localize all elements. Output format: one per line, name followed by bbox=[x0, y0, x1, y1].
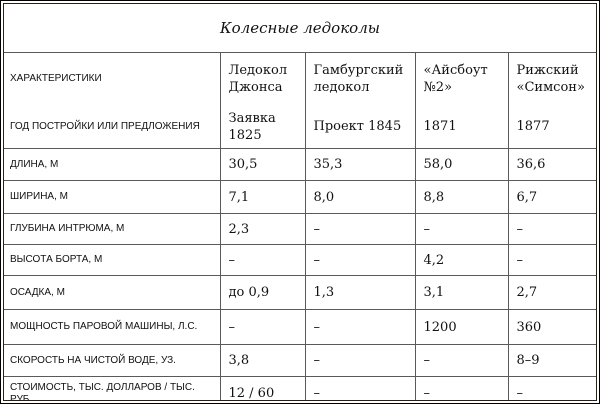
table-cell: – bbox=[304, 213, 416, 245]
table-cell: – bbox=[304, 376, 416, 400]
column-header: Гамбургский ледокол bbox=[304, 52, 416, 105]
row-label: ВЫСОТА БОРТА, М bbox=[4, 244, 221, 276]
table-cell: 1,3 bbox=[304, 275, 416, 310]
table-cell: 30,5 bbox=[219, 148, 306, 181]
table-cell: 8–9 bbox=[507, 344, 596, 377]
table-row: ДЛИНА, М 30,5 35,3 58,0 36,6 bbox=[4, 148, 596, 181]
row-label: ГЛУБИНА ИНТРЮМА, М bbox=[4, 213, 221, 245]
table-cell: – bbox=[507, 244, 596, 276]
table-cell: – bbox=[414, 213, 509, 245]
table-cell: – bbox=[304, 244, 416, 276]
row-label: ДЛИНА, М bbox=[4, 148, 221, 181]
table-cell: – bbox=[414, 344, 509, 377]
table-cell: 8,0 bbox=[304, 180, 416, 214]
table-cell: 1871 bbox=[414, 105, 509, 149]
table-cell: до 0,9 bbox=[219, 275, 306, 310]
table-cell: – bbox=[507, 376, 596, 400]
column-header: ХАРАКТЕРИСТИКИ bbox=[4, 52, 221, 105]
table-cell: 2,7 bbox=[507, 275, 596, 310]
header-row: ХАРАКТЕРИСТИКИ Ледокол Джонса Гамбургски… bbox=[4, 52, 596, 105]
table-row: ГОД ПОСТРОЙКИ ИЛИ ПРЕДЛОЖЕНИЯ Заявка 1825… bbox=[4, 105, 596, 149]
table-row: ШИРИНА, М 7,1 8,0 8,8 6,7 bbox=[4, 180, 596, 214]
icebreakers-table: Колесные ледоколы ХАРАКТЕРИСТИКИ Ледокол… bbox=[4, 4, 596, 400]
table-cell: 35,3 bbox=[304, 148, 416, 181]
table-cell: – bbox=[414, 376, 509, 400]
table-row: СКОРОСТЬ НА ЧИСТОЙ ВОДЕ, УЗ. 3,8– –8–9 bbox=[4, 344, 596, 377]
table-cell: – bbox=[219, 309, 306, 345]
table-row: МОЩНОСТЬ ПАРОВОЙ МАШИНЫ, Л.С. – –1200 360 bbox=[4, 309, 596, 345]
table-cell: 7,1 bbox=[219, 180, 306, 214]
table-cell: 4,2 bbox=[414, 244, 509, 276]
table-cell: – bbox=[507, 213, 596, 245]
table-cell: 36,6 bbox=[507, 148, 596, 181]
table-cell: 3,1 bbox=[414, 275, 509, 310]
table-cell: 360 bbox=[507, 309, 596, 345]
table-cell: Заявка 1825 bbox=[219, 105, 306, 149]
table-cell: – bbox=[304, 309, 416, 345]
column-header: Ледокол Джонса bbox=[219, 52, 306, 105]
table-row: СТОИМОСТЬ, ТЫС. ДОЛЛАРОВ / ТЫС. РУБ. 12 /… bbox=[4, 376, 596, 400]
table-cell: – bbox=[219, 244, 306, 276]
table-cell: Проект 1845 bbox=[304, 105, 416, 149]
title-row: Колесные ледоколы bbox=[4, 4, 596, 53]
row-label: ШИРИНА, М bbox=[4, 180, 221, 214]
table-cell: 2,3 bbox=[219, 213, 306, 245]
table-cell: 12 / 60 bbox=[219, 376, 306, 400]
column-header: Рижский «Симсон» bbox=[507, 52, 596, 105]
table-cell: 8,8 bbox=[414, 180, 509, 214]
table-cell: 1200 bbox=[414, 309, 509, 345]
table-row: ГЛУБИНА ИНТРЮМА, М 2,3– – – bbox=[4, 213, 596, 245]
table-cell: 1877 bbox=[507, 105, 596, 149]
row-label: СКОРОСТЬ НА ЧИСТОЙ ВОДЕ, УЗ. bbox=[4, 344, 221, 377]
table-row: ВЫСОТА БОРТА, М – –4,2– bbox=[4, 244, 596, 276]
row-label: ОСАДКА, М bbox=[4, 275, 221, 310]
table-cell: 58,0 bbox=[414, 148, 509, 181]
row-label: МОЩНОСТЬ ПАРОВОЙ МАШИНЫ, Л.С. bbox=[4, 309, 221, 345]
table-cell: – bbox=[304, 344, 416, 377]
row-label: ГОД ПОСТРОЙКИ ИЛИ ПРЕДЛОЖЕНИЯ bbox=[4, 105, 221, 149]
column-header: «Айсбоут №2» bbox=[414, 52, 509, 105]
table-title: Колесные ледоколы bbox=[4, 4, 596, 53]
table-cell: 6,7 bbox=[507, 180, 596, 214]
row-label: СТОИМОСТЬ, ТЫС. ДОЛЛАРОВ / ТЫС. РУБ. bbox=[4, 376, 221, 400]
table-cell: 3,8 bbox=[219, 344, 306, 377]
